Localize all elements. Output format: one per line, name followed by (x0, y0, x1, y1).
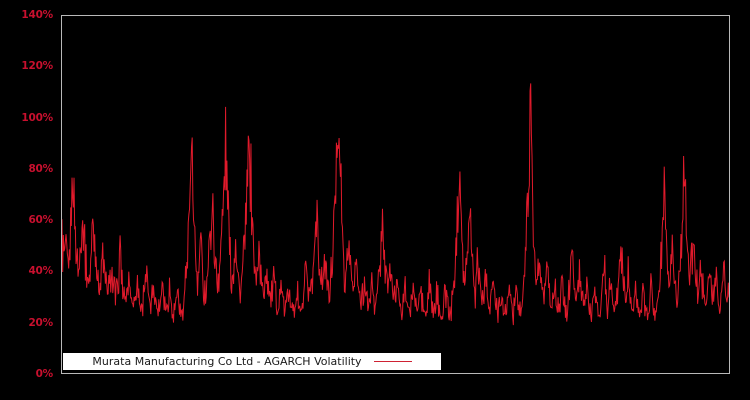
y-axis-tick-20: 20% (28, 316, 53, 329)
legend-line-sample (373, 361, 412, 362)
agarch-volatility-line (62, 83, 729, 325)
volatility-series (62, 16, 729, 373)
y-axis-tick-80: 80% (28, 162, 53, 175)
y-axis-tick-140: 140% (21, 9, 53, 21)
y-axis-tick-40: 40% (28, 265, 53, 278)
y-axis-tick-120: 120% (21, 60, 53, 73)
plot-area (61, 15, 730, 374)
y-axis-tick-labels: 0% 20% 40% 60% 80% 100% 120% 140% (0, 0, 61, 400)
legend-label: Murata Manufacturing Co Ltd - AGARCH Vol… (92, 355, 362, 368)
y-axis-tick-100: 100% (21, 111, 53, 124)
y-axis-tick-60: 60% (28, 214, 53, 227)
legend-box: Murata Manufacturing Co Ltd - AGARCH Vol… (63, 353, 441, 370)
y-axis-tick-0: 0% (35, 368, 54, 380)
